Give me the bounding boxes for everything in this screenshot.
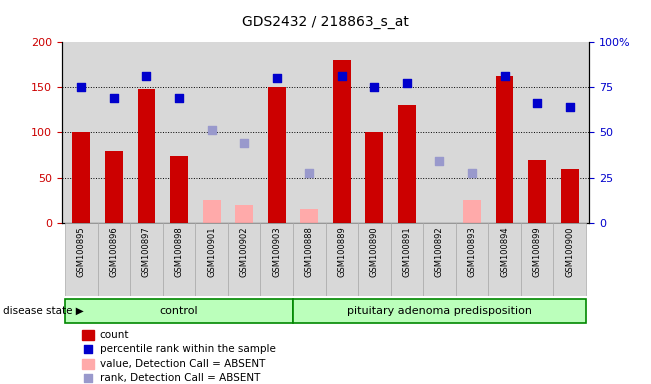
Bar bbox=[365, 132, 383, 223]
Text: GSM100895: GSM100895 bbox=[77, 227, 86, 277]
Bar bbox=[358, 223, 391, 296]
Text: GSM100893: GSM100893 bbox=[467, 227, 477, 277]
Bar bbox=[195, 223, 228, 296]
Text: count: count bbox=[100, 330, 130, 340]
Point bbox=[174, 95, 184, 101]
Bar bbox=[456, 223, 488, 296]
Bar bbox=[528, 160, 546, 223]
Bar bbox=[326, 223, 358, 296]
Point bbox=[109, 95, 119, 101]
Bar bbox=[163, 223, 195, 296]
Text: control: control bbox=[159, 306, 199, 316]
Point bbox=[239, 140, 249, 146]
Bar bbox=[235, 205, 253, 223]
Bar bbox=[98, 223, 130, 296]
Bar bbox=[81, 330, 94, 340]
Point bbox=[467, 170, 477, 176]
Bar bbox=[137, 89, 156, 223]
Bar bbox=[521, 223, 553, 296]
Text: GDS2432 / 218863_s_at: GDS2432 / 218863_s_at bbox=[242, 15, 409, 29]
Text: GSM100892: GSM100892 bbox=[435, 227, 444, 277]
Bar bbox=[293, 223, 326, 296]
Bar bbox=[105, 151, 123, 223]
Bar bbox=[423, 223, 456, 296]
Point bbox=[337, 73, 347, 79]
Bar bbox=[391, 223, 423, 296]
Bar bbox=[488, 223, 521, 296]
Text: GSM100890: GSM100890 bbox=[370, 227, 379, 277]
Bar bbox=[293, 299, 586, 323]
Bar bbox=[268, 88, 286, 223]
Text: GSM100902: GSM100902 bbox=[240, 227, 249, 277]
Bar bbox=[495, 76, 514, 223]
Text: GSM100899: GSM100899 bbox=[533, 227, 542, 277]
Bar bbox=[300, 209, 318, 223]
Point bbox=[532, 99, 542, 106]
Bar bbox=[170, 156, 188, 223]
Point bbox=[605, 39, 616, 45]
Bar bbox=[463, 200, 481, 223]
Point bbox=[76, 84, 87, 91]
Bar bbox=[260, 223, 293, 296]
Text: rank, Detection Call = ABSENT: rank, Detection Call = ABSENT bbox=[100, 373, 260, 384]
Text: GSM100894: GSM100894 bbox=[500, 227, 509, 277]
Point bbox=[434, 158, 445, 164]
Bar bbox=[561, 169, 579, 223]
Text: GSM100898: GSM100898 bbox=[174, 227, 184, 277]
Point bbox=[141, 73, 152, 79]
Bar bbox=[65, 299, 293, 323]
Point bbox=[564, 104, 575, 110]
Text: percentile rank within the sample: percentile rank within the sample bbox=[100, 344, 276, 354]
Bar bbox=[72, 132, 90, 223]
Bar bbox=[398, 106, 416, 223]
Bar bbox=[65, 223, 98, 296]
Point bbox=[499, 73, 510, 79]
Point bbox=[402, 80, 412, 86]
Text: GSM100897: GSM100897 bbox=[142, 227, 151, 277]
Bar bbox=[333, 60, 351, 223]
Text: GSM100903: GSM100903 bbox=[272, 227, 281, 277]
Text: disease state ▶: disease state ▶ bbox=[3, 306, 84, 316]
Text: GSM100900: GSM100900 bbox=[565, 227, 574, 277]
Bar bbox=[553, 223, 586, 296]
Point bbox=[369, 84, 380, 91]
Text: GSM100889: GSM100889 bbox=[337, 227, 346, 277]
Bar bbox=[202, 200, 221, 223]
Bar bbox=[130, 223, 163, 296]
Point bbox=[206, 127, 217, 133]
Point bbox=[304, 170, 314, 176]
Bar bbox=[81, 359, 94, 369]
Point bbox=[271, 75, 282, 81]
Text: GSM100896: GSM100896 bbox=[109, 227, 118, 277]
Text: GSM100888: GSM100888 bbox=[305, 227, 314, 277]
Text: GSM100901: GSM100901 bbox=[207, 227, 216, 277]
Bar bbox=[228, 223, 260, 296]
Text: GSM100891: GSM100891 bbox=[402, 227, 411, 277]
Text: value, Detection Call = ABSENT: value, Detection Call = ABSENT bbox=[100, 359, 265, 369]
Point bbox=[605, 303, 616, 309]
Text: pituitary adenoma predisposition: pituitary adenoma predisposition bbox=[347, 306, 532, 316]
